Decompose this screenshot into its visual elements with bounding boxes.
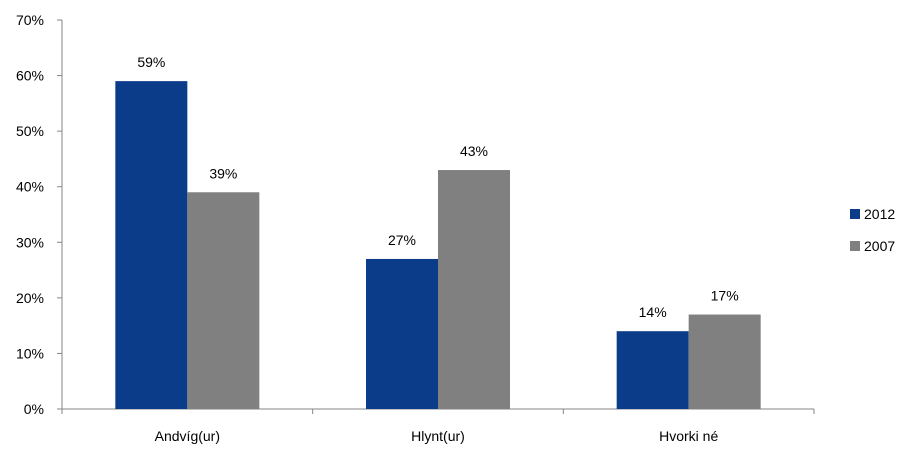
bar-2012 <box>366 258 438 409</box>
category-label: Hlynt(ur) <box>411 428 465 444</box>
legend: 2012 2007 <box>850 206 895 254</box>
bars <box>115 81 761 409</box>
y-tick-label: 20% <box>16 290 44 306</box>
legend-label: 2012 <box>864 206 895 222</box>
y-tick-label: 50% <box>16 123 44 139</box>
data-label: 14% <box>639 304 667 320</box>
data-label: 17% <box>711 288 739 304</box>
data-labels: 59% 39% 27% 43% 14% 17% <box>137 54 738 320</box>
data-label: 43% <box>460 143 488 159</box>
data-label: 27% <box>388 232 416 248</box>
bar-2012 <box>115 81 188 409</box>
bar-2012 <box>616 331 689 409</box>
bar-2007 <box>187 192 260 409</box>
bar-2007 <box>688 314 761 409</box>
y-axis: 0% 10% 20% 30% 40% 50% 60% 70% <box>16 12 63 417</box>
legend-swatch-2012 <box>850 209 860 219</box>
y-tick-label: 30% <box>16 234 44 250</box>
bar-2007 <box>438 170 510 409</box>
legend-swatch-2007 <box>850 241 860 251</box>
y-tick-label: 0% <box>24 401 44 417</box>
data-label: 39% <box>209 165 237 181</box>
y-tick-label: 10% <box>16 345 44 361</box>
y-tick-label: 40% <box>16 179 44 195</box>
legend-label: 2007 <box>864 238 895 254</box>
data-label: 59% <box>137 54 165 70</box>
category-label: Hvorki né <box>659 428 718 444</box>
category-label: Andvíg(ur) <box>155 428 220 444</box>
y-tick-label: 70% <box>16 12 44 28</box>
x-axis: Andvíg(ur) Hlynt(ur) Hvorki né <box>61 408 815 444</box>
y-tick-label: 60% <box>16 68 44 84</box>
